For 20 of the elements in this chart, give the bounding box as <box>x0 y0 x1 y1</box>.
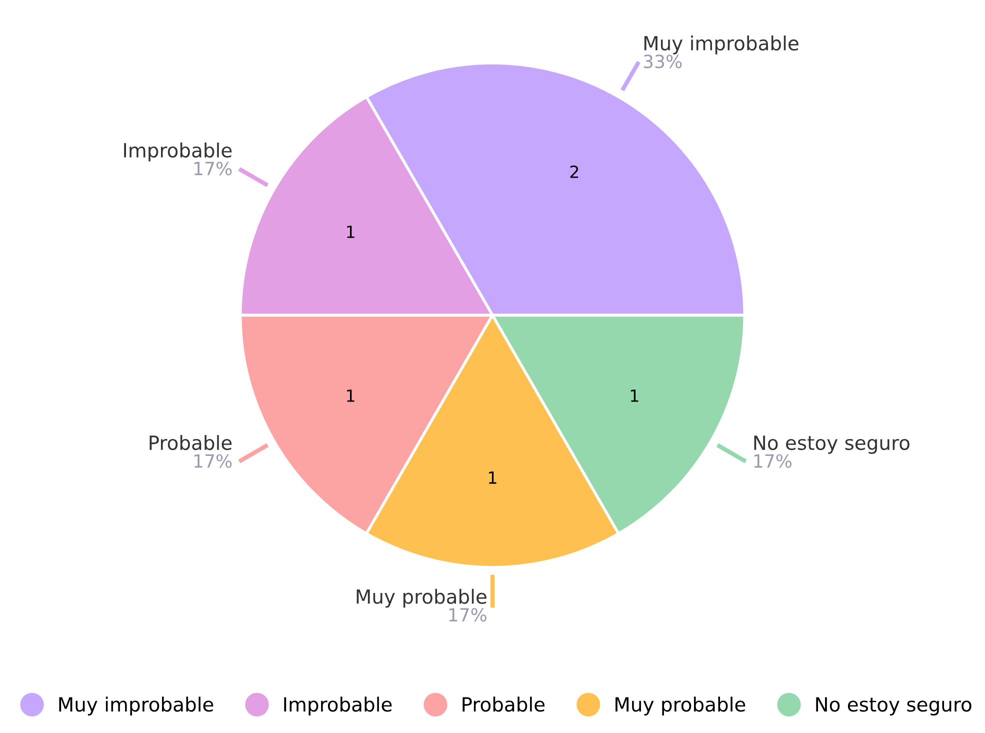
text: 17% <box>754 454 792 468</box>
data-label: 1 <box>630 390 638 402</box>
slice-label: Probable <box>150 435 232 450</box>
text: 17% <box>194 454 232 468</box>
data-label: 1 <box>347 390 354 402</box>
legend-label: Muy probable <box>616 696 746 716</box>
text: 17% <box>194 162 232 176</box>
text: 33% <box>644 54 682 68</box>
legend-label: Probable <box>462 696 545 712</box>
legend-label: Muy improbable <box>59 696 214 716</box>
data-label: 2 <box>570 165 578 178</box>
slice-label: Muy probable <box>356 588 486 608</box>
legend-label: No estoy seguro <box>816 697 972 716</box>
slice-label: Muy improbable <box>644 36 798 54</box>
slice-label: No estoy seguro <box>754 436 910 454</box>
legend-label: Improbable <box>284 696 392 716</box>
slice-label: Improbable <box>124 142 232 162</box>
data-label: 1 <box>489 472 496 484</box>
data-label: 1 <box>347 226 354 238</box>
text: 17% <box>449 608 486 622</box>
